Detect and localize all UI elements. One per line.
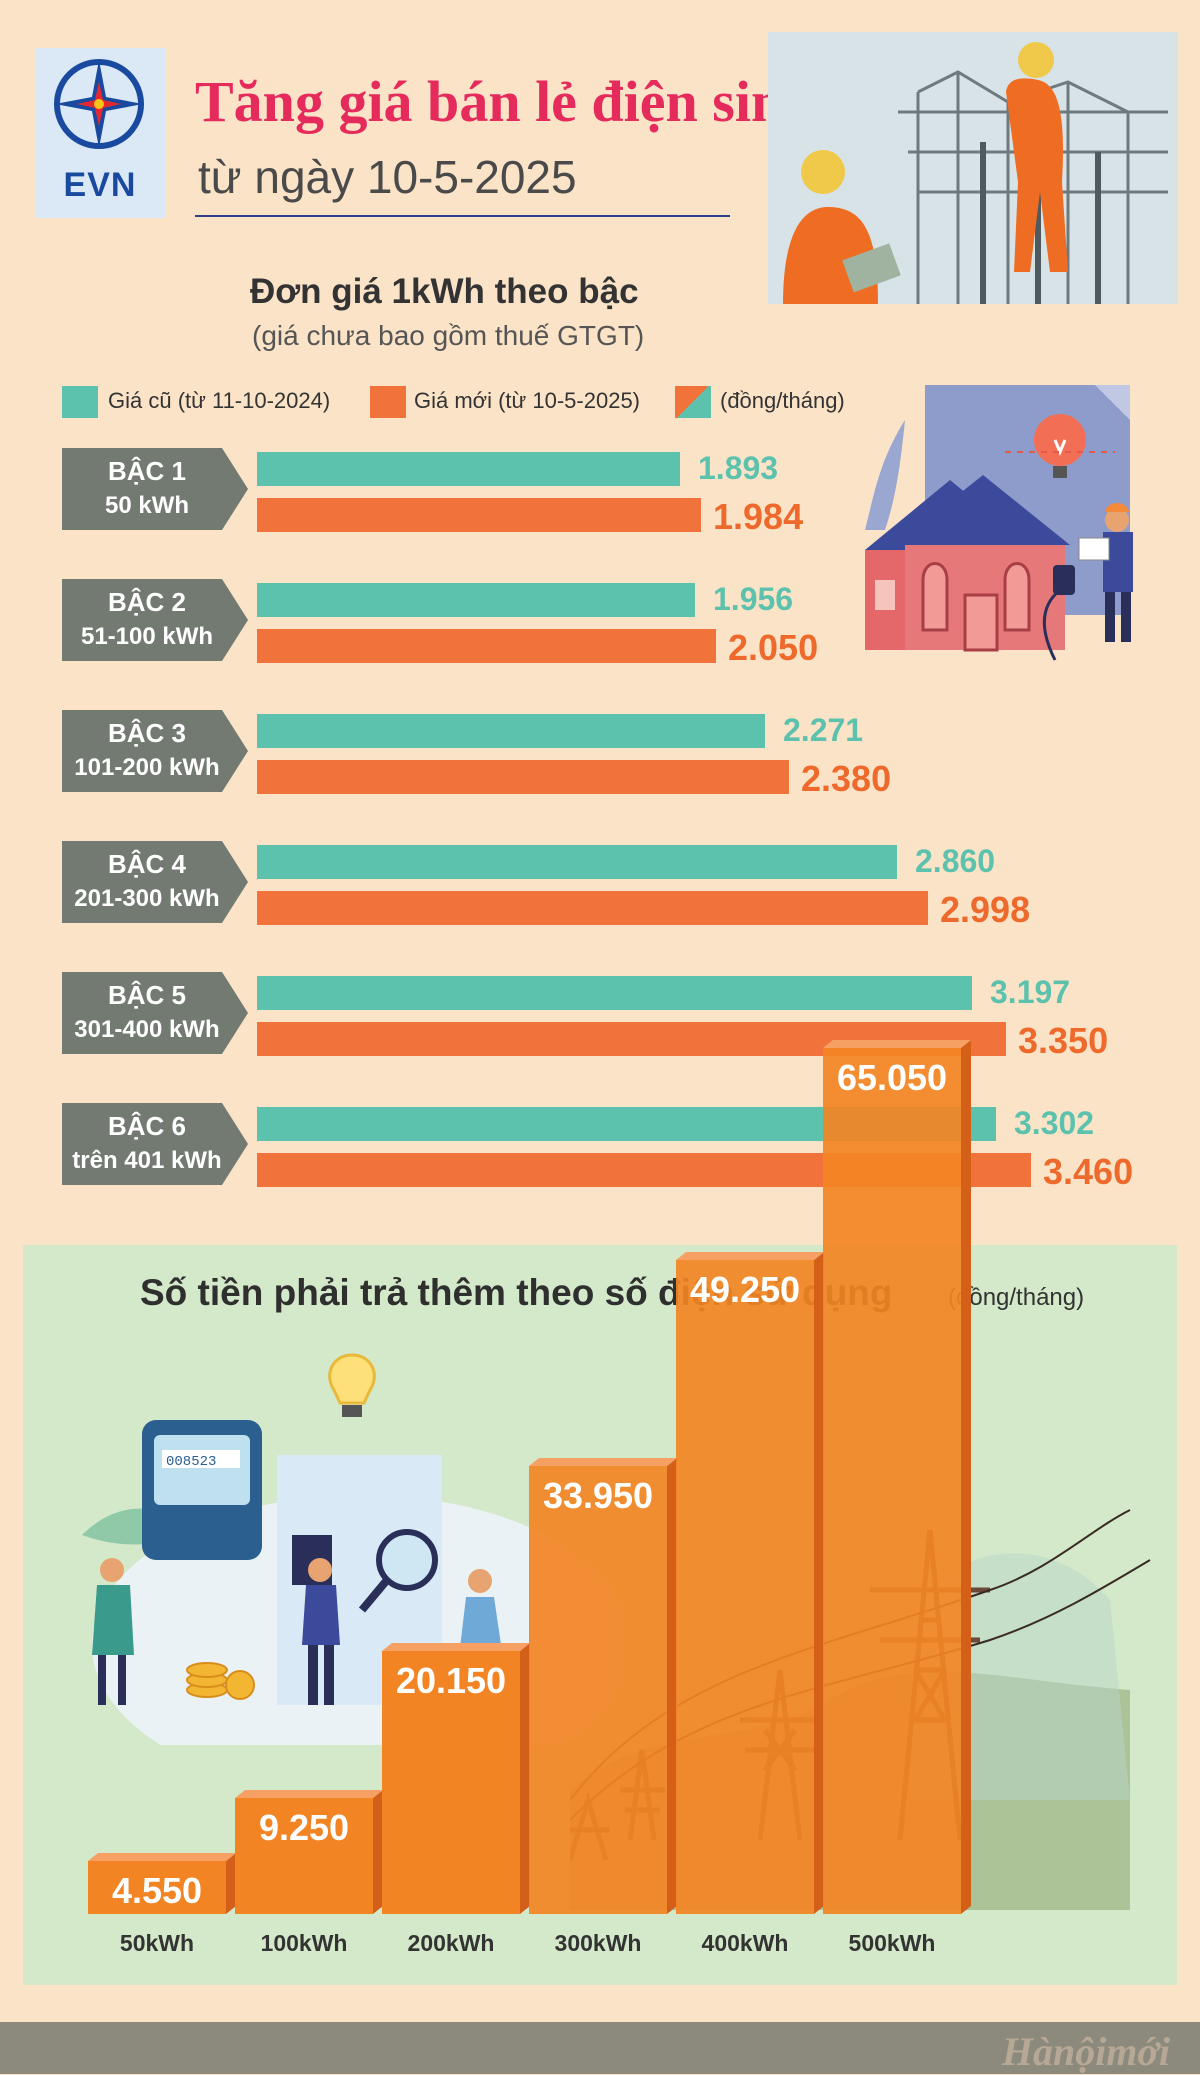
value-label-old: 2.271 bbox=[783, 712, 864, 748]
bar-old-price bbox=[257, 845, 897, 879]
tier-chart-subtitle: (giá chưa bao gồm thuế GTGT) bbox=[252, 320, 645, 351]
legend-label-unit: (đồng/tháng) bbox=[720, 388, 845, 413]
legend-swatch-old bbox=[62, 386, 98, 418]
tier-name: BẬC 5 bbox=[107, 980, 186, 1010]
tier-name: BẬC 2 bbox=[107, 587, 186, 617]
bar-new-price bbox=[257, 1022, 1006, 1056]
tier-label: BẬC 4 201-300 kWh bbox=[62, 841, 248, 923]
legend-label-new: Giá mới (từ 10-5-2025) bbox=[414, 388, 641, 413]
value-label-new: 2.998 bbox=[940, 889, 1031, 930]
tier-name: BẬC 4 bbox=[107, 849, 186, 879]
bar-new-price bbox=[257, 1153, 1031, 1187]
page-subtitle: từ ngày 10-5-2025 bbox=[198, 151, 577, 203]
legend-swatch-new bbox=[370, 386, 406, 418]
value-label-old: 2.860 bbox=[915, 843, 996, 879]
bar-old-price bbox=[257, 976, 972, 1010]
tier-range: 50 kWh bbox=[104, 492, 190, 519]
value-label-new: 2.050 bbox=[728, 627, 819, 668]
tier-chart-title: Đơn giá 1kWh theo bậc bbox=[250, 272, 639, 311]
tier-name: BẬC 1 bbox=[107, 456, 186, 486]
tier-name: BẬC 3 bbox=[107, 718, 186, 748]
title-divider bbox=[195, 215, 730, 217]
bar-new-price bbox=[257, 760, 789, 794]
footer-bar bbox=[0, 2022, 1200, 2074]
evn-logo: EVN bbox=[35, 48, 165, 218]
bar-old-price bbox=[257, 452, 680, 486]
tier-label: BẬC 3 101-200 kWh bbox=[62, 710, 248, 792]
value-label-old: 3.302 bbox=[1014, 1105, 1095, 1141]
tier-range: 201-300 kWh bbox=[74, 885, 220, 912]
bar-new-price bbox=[257, 629, 716, 663]
logo-text: EVN bbox=[63, 166, 137, 204]
bar-new-price bbox=[257, 891, 928, 925]
workers-photo bbox=[768, 32, 1178, 304]
value-label-new: 3.460 bbox=[1043, 1151, 1134, 1192]
bar-old-price bbox=[257, 1107, 996, 1141]
tier-range: trên 401 kWh bbox=[72, 1147, 222, 1174]
footer-logo: Hànộimới bbox=[1001, 2029, 1170, 2074]
value-label-new: 1.984 bbox=[713, 496, 804, 537]
evn-star-icon bbox=[54, 59, 144, 149]
value-label-old: 3.197 bbox=[990, 974, 1071, 1010]
meter-illustration: 008523 bbox=[82, 1353, 622, 1745]
value-label-old: 1.956 bbox=[713, 581, 794, 617]
legend-swatch-unit bbox=[675, 386, 711, 418]
value-label-new: 3.350 bbox=[1018, 1020, 1109, 1061]
tier-range: 51-100 kWh bbox=[80, 623, 214, 650]
legend-label-old: Giá cũ (từ 11-10-2024) bbox=[108, 388, 331, 413]
tier-label: BẬC 1 50 kWh bbox=[62, 448, 248, 530]
svg-text:008523: 008523 bbox=[166, 1454, 216, 1470]
power-towers-illustration bbox=[570, 1509, 1151, 1910]
bar-old-price bbox=[257, 583, 695, 617]
tier-range: 301-400 kWh bbox=[74, 1016, 220, 1043]
tier-label: BẬC 5 301-400 kWh bbox=[62, 972, 248, 1054]
tier-label: BẬC 2 51-100 kWh bbox=[62, 579, 248, 661]
value-label-old: 1.893 bbox=[698, 450, 779, 486]
tier-name: BẬC 6 bbox=[107, 1111, 186, 1141]
extra-cost-title: Số tiền phải trả thêm theo số điện sử dụ… bbox=[140, 1272, 893, 1313]
extra-cost-unit: (đồng/tháng) bbox=[948, 1284, 1085, 1311]
tier-label: BẬC 6 trên 401 kWh bbox=[62, 1103, 248, 1185]
extra-cost-value: 65.050 bbox=[837, 1057, 947, 1098]
tier-range: 101-200 kWh bbox=[74, 754, 220, 781]
house-illustration bbox=[865, 385, 1133, 661]
bar-old-price bbox=[257, 714, 765, 748]
bar-new-price bbox=[257, 498, 701, 532]
value-label-new: 2.380 bbox=[801, 758, 892, 799]
